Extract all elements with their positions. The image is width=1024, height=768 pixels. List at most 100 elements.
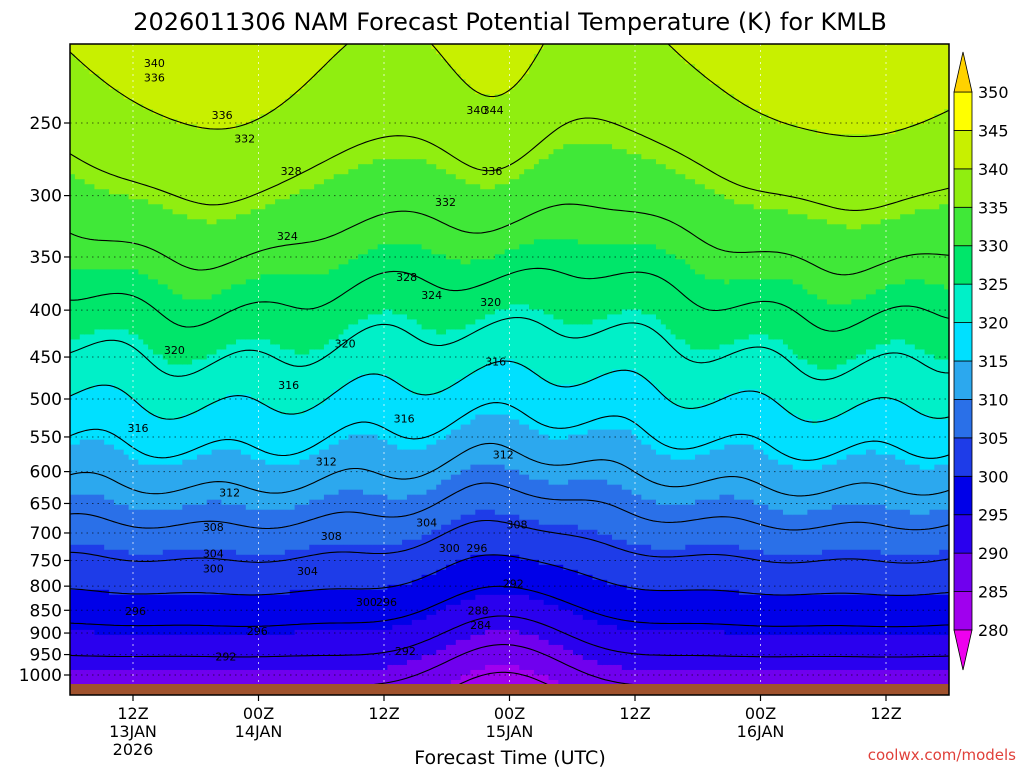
contour-292	[70, 615, 949, 658]
contour-296	[70, 585, 949, 628]
contour-label: 340	[466, 104, 487, 117]
colorbar-segment	[953, 168, 973, 208]
contour-label: 320	[164, 344, 185, 357]
x-tick-label: 00Z	[494, 704, 525, 723]
contour-324	[70, 316, 949, 381]
colorbar-segment	[953, 514, 973, 554]
colorbar-segment	[953, 206, 973, 247]
contour-label: 340	[144, 57, 165, 70]
y-tick-label: 750	[30, 551, 62, 571]
contour-label: 344	[483, 104, 504, 117]
x-tick-year: 2026	[113, 740, 154, 759]
grid-lines	[70, 44, 949, 695]
contour-344	[842, 44, 864, 45]
colorbar-tick-label: 310	[978, 390, 1009, 409]
x-tick-label: 12Z	[368, 704, 399, 723]
y-axis: 250 300 350 400 450 500 550 600 650 700 750 800 850 9…	[19, 114, 70, 686]
contour-312	[70, 442, 949, 497]
plot-area: 3403363363323283403443363323243283243203…	[70, 44, 949, 695]
terrain-strip	[70, 684, 949, 695]
colorbar-tick-label: 290	[978, 544, 1009, 563]
colorbar-segment	[953, 130, 973, 170]
contour-label: 332	[435, 196, 456, 209]
colorbar-tick-label: 305	[978, 429, 1009, 448]
contour-label: 300	[203, 562, 224, 575]
contour-label: 336	[212, 109, 233, 122]
contour-300	[70, 554, 949, 596]
y-tick-label: 300	[30, 187, 62, 207]
colorbar-tick-label: 295	[978, 506, 1009, 525]
colorbar-tick-label: 285	[978, 583, 1009, 602]
contour-label: 296	[125, 605, 146, 618]
colorbar-tick-label: 345	[978, 121, 1009, 140]
colorbar-segment	[953, 91, 973, 131]
colorbar-tick-label: 315	[978, 352, 1009, 371]
colorbar-tick-label: 350	[978, 83, 1009, 102]
y-tick-label: 900	[30, 624, 62, 644]
x-tick-date: 15JAN	[486, 722, 534, 741]
contour-label: 336	[481, 165, 502, 178]
contour-label: 292	[503, 578, 524, 591]
colorbar-tick-label: 325	[978, 275, 1009, 294]
contour-label: 300	[439, 542, 460, 555]
x-tick-date: 13JAN	[109, 722, 157, 741]
contour-320	[70, 360, 949, 423]
contour-284	[441, 671, 566, 694]
colorbar: 280 285 290 295 300 305 310 315 320 325 330 335 340 3…	[953, 51, 1009, 671]
contour-label: 304	[297, 565, 318, 578]
x-axis-label: Forecast Time (UTC)	[414, 747, 605, 768]
contour-label: 316	[278, 379, 299, 392]
contour-label: 300	[356, 596, 377, 609]
contour-label: 308	[321, 530, 342, 543]
contour-340	[70, 44, 949, 138]
contour-304	[70, 519, 949, 564]
y-tick-label: 350	[30, 248, 62, 268]
x-tick-label: 00Z	[243, 704, 274, 723]
contour-label: 336	[144, 71, 165, 84]
colorbar-segment	[953, 475, 973, 516]
contour-label: 324	[277, 230, 298, 243]
contour-label: 328	[281, 165, 302, 178]
contour-label: 312	[316, 456, 337, 469]
contour-label: 296	[466, 542, 487, 555]
x-tick-date: 14JAN	[235, 722, 283, 741]
chart-title: 2026011306 NAM Forecast Potential Temper…	[133, 8, 887, 36]
x-tick-label: 12Z	[619, 704, 650, 723]
colorbar-tick-label: 335	[978, 198, 1009, 217]
y-tick-label: 800	[30, 577, 62, 597]
x-tick-label: 12Z	[870, 704, 901, 723]
contour-label: 320	[335, 338, 356, 351]
colorbar-tick-label: 280	[978, 621, 1009, 640]
contour-label: 316	[485, 355, 506, 368]
colorbar-min-arrow	[953, 629, 973, 671]
contour-label: 284	[470, 619, 491, 632]
contour-label: 296	[247, 625, 268, 638]
contour-label: 332	[234, 133, 255, 146]
y-tick-label: 600	[30, 463, 62, 483]
contour-label: 292	[215, 651, 236, 664]
brand-watermark: coolwx.com/models	[868, 746, 1016, 764]
contour-label: 320	[480, 296, 501, 309]
contour-label: 308	[507, 518, 528, 531]
contour-label: 304	[416, 517, 437, 530]
colorbar-segment	[953, 437, 973, 477]
y-tick-label: 500	[30, 390, 62, 410]
x-tick-label: 12Z	[117, 704, 148, 723]
contour-labels: 3403363363323283403443363323243283243203…	[125, 57, 528, 664]
y-tick-label: 400	[30, 301, 62, 321]
colorbar-tick-label: 320	[978, 314, 1009, 333]
y-tick-label: 850	[30, 601, 62, 621]
contour-label: 292	[395, 645, 416, 658]
contour-label: 316	[394, 412, 415, 425]
colorbar-segment	[953, 360, 973, 400]
x-tick-date: 16JAN	[737, 722, 785, 741]
contour-label: 304	[203, 547, 224, 560]
y-tick-label: 550	[30, 428, 62, 448]
contour-label: 296	[376, 596, 397, 609]
colorbar-tick-label: 330	[978, 237, 1009, 256]
colorbar-segment	[953, 552, 973, 592]
y-tick-label: 700	[30, 524, 62, 544]
colorbar-segment	[953, 322, 973, 362]
